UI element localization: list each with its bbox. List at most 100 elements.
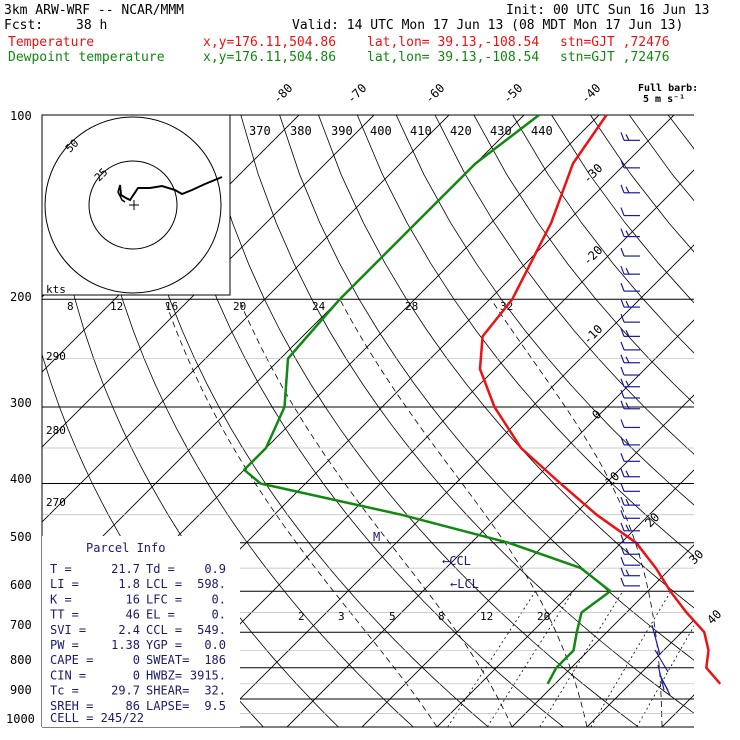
wind-barb-13 bbox=[620, 366, 640, 376]
theta-label-380: 380 bbox=[290, 124, 312, 138]
theta-label-400: 400 bbox=[370, 124, 392, 138]
temp-label-m80: -80 bbox=[270, 81, 295, 106]
parcel-row-9-col-2: LAPSE= bbox=[146, 699, 189, 713]
parcel-row-6-col-2: SWEAT= bbox=[146, 653, 189, 667]
wind-barb-12 bbox=[620, 354, 640, 364]
parcel-row-0-col-1: 21.7 bbox=[111, 562, 140, 576]
isotherm--90 bbox=[42, 115, 450, 523]
wind-barb-low-0 bbox=[651, 624, 661, 656]
parcel-row-1-col-2: LCL = bbox=[146, 577, 182, 591]
parcel-row-4-col-3: 549. bbox=[197, 623, 226, 637]
wind-barb-2 bbox=[620, 184, 640, 194]
temperature-axis-labels: -80 -70 -60 -50 -40 -30 -20 -10 0 10 20 … bbox=[270, 81, 724, 627]
temp-label-m30: -30 bbox=[580, 161, 605, 186]
wind-barb-22 bbox=[620, 496, 640, 506]
init-time: Init: 00 UTC Sun 16 Jun 13 bbox=[506, 3, 710, 18]
dry-adiabat-270 bbox=[123, 115, 490, 727]
parcel-row-5-col-2: YGP = bbox=[146, 638, 182, 652]
wind-barb-low-4 bbox=[661, 679, 669, 691]
isotherm--100 bbox=[42, 115, 375, 448]
wind-barb-low-1 bbox=[654, 649, 669, 673]
wind-barb-17 bbox=[620, 419, 640, 429]
hodograph-trace bbox=[119, 176, 223, 202]
wind-barb-0 bbox=[620, 132, 640, 141]
dewpoint-profile bbox=[242, 114, 612, 685]
wind-barb-18 bbox=[620, 436, 640, 446]
theta-top-labels: 370 380 390 400 410 420 430 440 bbox=[249, 124, 553, 138]
barb-note-title: Full barb: bbox=[638, 83, 699, 94]
theta-side-280: 280 bbox=[46, 424, 66, 437]
mr-label-16: 16 bbox=[165, 300, 178, 313]
parcel-row-6-col-0: CAPE = bbox=[50, 653, 93, 667]
parcel-row-2-col-2: LFC = bbox=[146, 592, 182, 606]
wind-barbs bbox=[620, 132, 671, 696]
parcel-row-1-col-1: 1.8 bbox=[118, 577, 140, 591]
wind-barb-19 bbox=[620, 453, 640, 462]
dry-adiabat-350 bbox=[434, 115, 694, 455]
wind-barb-21 bbox=[620, 483, 640, 492]
wind-barb-3 bbox=[620, 207, 640, 217]
parcel-row-4-col-1: 2.4 bbox=[118, 623, 140, 637]
parcel-row-8-col-2: SHEAR= bbox=[146, 684, 189, 698]
mr-label-20: 20 bbox=[233, 300, 246, 313]
temperature-latlon: lat,lon= 39.13,-108.54 bbox=[367, 35, 540, 50]
parcel-row-8-col-3: 32. bbox=[204, 684, 226, 698]
wind-barb-29 bbox=[620, 577, 640, 587]
parcel-row-0-col-2: Td = bbox=[146, 562, 175, 576]
valid-time: Valid: 14 UTC Mon 17 Jun 13 (08 MDT Mon … bbox=[292, 18, 684, 33]
parcel-info-background bbox=[42, 536, 240, 727]
temp-label-m60: -60 bbox=[422, 81, 447, 106]
mr-label-12: 12 bbox=[110, 300, 123, 313]
parcel-info-rows: T = 21.7 Td = 0.9 LI = 1.8 LCL = 598. K = 16 LFC =… bbox=[50, 562, 226, 713]
moist-adiabat-0 bbox=[238, 299, 513, 727]
isotherm-10 bbox=[586, 619, 694, 727]
mr-low-8: 8 bbox=[438, 610, 445, 623]
dry-adiabat-290 bbox=[201, 115, 640, 727]
isotherm-20 bbox=[661, 694, 694, 727]
dry-adiabat-360 bbox=[473, 115, 694, 405]
wind-barb-10 bbox=[620, 328, 640, 337]
pressure-label-200: 200 bbox=[10, 290, 32, 304]
temp-label-0: 0 bbox=[589, 407, 604, 422]
wind-barb-20 bbox=[620, 468, 640, 478]
pressure-label-900: 900 bbox=[10, 683, 32, 697]
mixing-ratio-8 bbox=[590, 590, 672, 727]
mixing-ratio-lower-labels: 2 3 5 8 12 20 bbox=[298, 610, 550, 623]
dewpoint-legend: Dewpoint temperature bbox=[8, 50, 165, 65]
wind-barb-26 bbox=[620, 546, 640, 555]
pressure-label-700: 700 bbox=[10, 618, 32, 632]
hodograph-unit: kts bbox=[46, 283, 66, 296]
hodograph-trace-start bbox=[117, 184, 126, 203]
mr-low-2: 2 bbox=[298, 610, 305, 623]
parcel-row-3-col-2: EL = bbox=[146, 608, 175, 622]
dry-adiabat-260 bbox=[85, 115, 414, 727]
mr-label-8: 8 bbox=[67, 300, 74, 313]
wind-barb-15 bbox=[620, 389, 640, 399]
dry-adiabat-310 bbox=[279, 115, 694, 661]
mr-label-28: 28 bbox=[405, 300, 418, 313]
theta-label-440: 440 bbox=[531, 124, 553, 138]
parcel-row-3-col-0: TT = bbox=[50, 608, 79, 622]
wind-barb-8 bbox=[620, 298, 640, 308]
wind-barb-24 bbox=[620, 522, 640, 532]
parcel-row-1-col-0: LI = bbox=[50, 577, 79, 591]
pressure-label-600: 600 bbox=[10, 578, 32, 592]
mixing-ratio-3 bbox=[487, 590, 574, 727]
mr-label-24: 24 bbox=[312, 300, 326, 313]
lcl-marker: ←LCL bbox=[450, 577, 479, 591]
wind-barb-27 bbox=[620, 556, 640, 566]
pressure-label-1000: 1000 bbox=[6, 712, 35, 726]
parcel-row-0-col-3: 0.9 bbox=[204, 562, 226, 576]
dry-adiabat-320 bbox=[318, 115, 694, 609]
temp-label-m50: -50 bbox=[500, 81, 525, 106]
theta-label-370: 370 bbox=[249, 124, 271, 138]
parcel-row-7-col-2: HWBZ= bbox=[146, 668, 182, 682]
dry-adiabat-330 bbox=[356, 115, 694, 557]
mr-low-12: 12 bbox=[480, 610, 493, 623]
dry-adiabat-400 bbox=[628, 115, 694, 202]
pressure-label-300: 300 bbox=[10, 396, 32, 410]
dry-adiabat-300 bbox=[240, 115, 694, 714]
parcel-row-9-col-1: 86 bbox=[126, 699, 140, 713]
wind-barb-23 bbox=[620, 510, 640, 519]
